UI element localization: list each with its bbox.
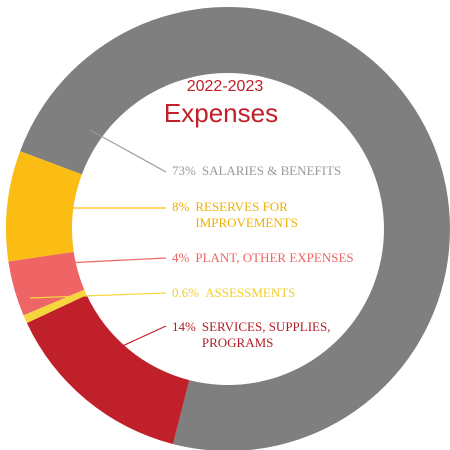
- slice-label: 73% SALARIES & BENEFITS: [172, 163, 341, 179]
- slice-label: 4% PLANT, OTHER EXPENSES: [172, 250, 354, 266]
- slice-label: 8% RESERVES FOR IMPROVEMENTS: [172, 199, 315, 231]
- chart-title: Expenses: [163, 98, 279, 128]
- value-label: 8%: [172, 199, 190, 214]
- slice-label: 14% SERVICES, SUPPLIES, PROGRAMS: [172, 319, 352, 351]
- slice: [20, 7, 450, 450]
- value-label: 73%: [172, 163, 196, 178]
- category-label: SERVICES, SUPPLIES, PROGRAMS: [201, 319, 331, 350]
- category-label: RESERVES FOR IMPROVEMENTS: [195, 199, 298, 230]
- slice: [23, 289, 87, 323]
- category-label: SALARIES & BENEFITS: [201, 163, 342, 178]
- slice: [8, 251, 85, 316]
- leader-line: [89, 129, 167, 173]
- category-label: PLANT, OTHER EXPENSES: [195, 250, 354, 265]
- category-label: ASSESSMENTS: [205, 285, 296, 300]
- value-label: 0.6%: [172, 285, 200, 300]
- leader-line: [117, 325, 167, 349]
- slice: [6, 151, 82, 262]
- value-label: 14%: [172, 319, 196, 334]
- slice: [26, 295, 190, 445]
- leader-lines: [29, 129, 167, 349]
- slice-label: 0.6% ASSESSMENTS: [172, 285, 295, 301]
- chart-subtitle: 2022-2023: [186, 78, 264, 95]
- leader-line: [29, 292, 167, 299]
- value-label: 4%: [172, 250, 190, 265]
- leader-line: [44, 257, 167, 265]
